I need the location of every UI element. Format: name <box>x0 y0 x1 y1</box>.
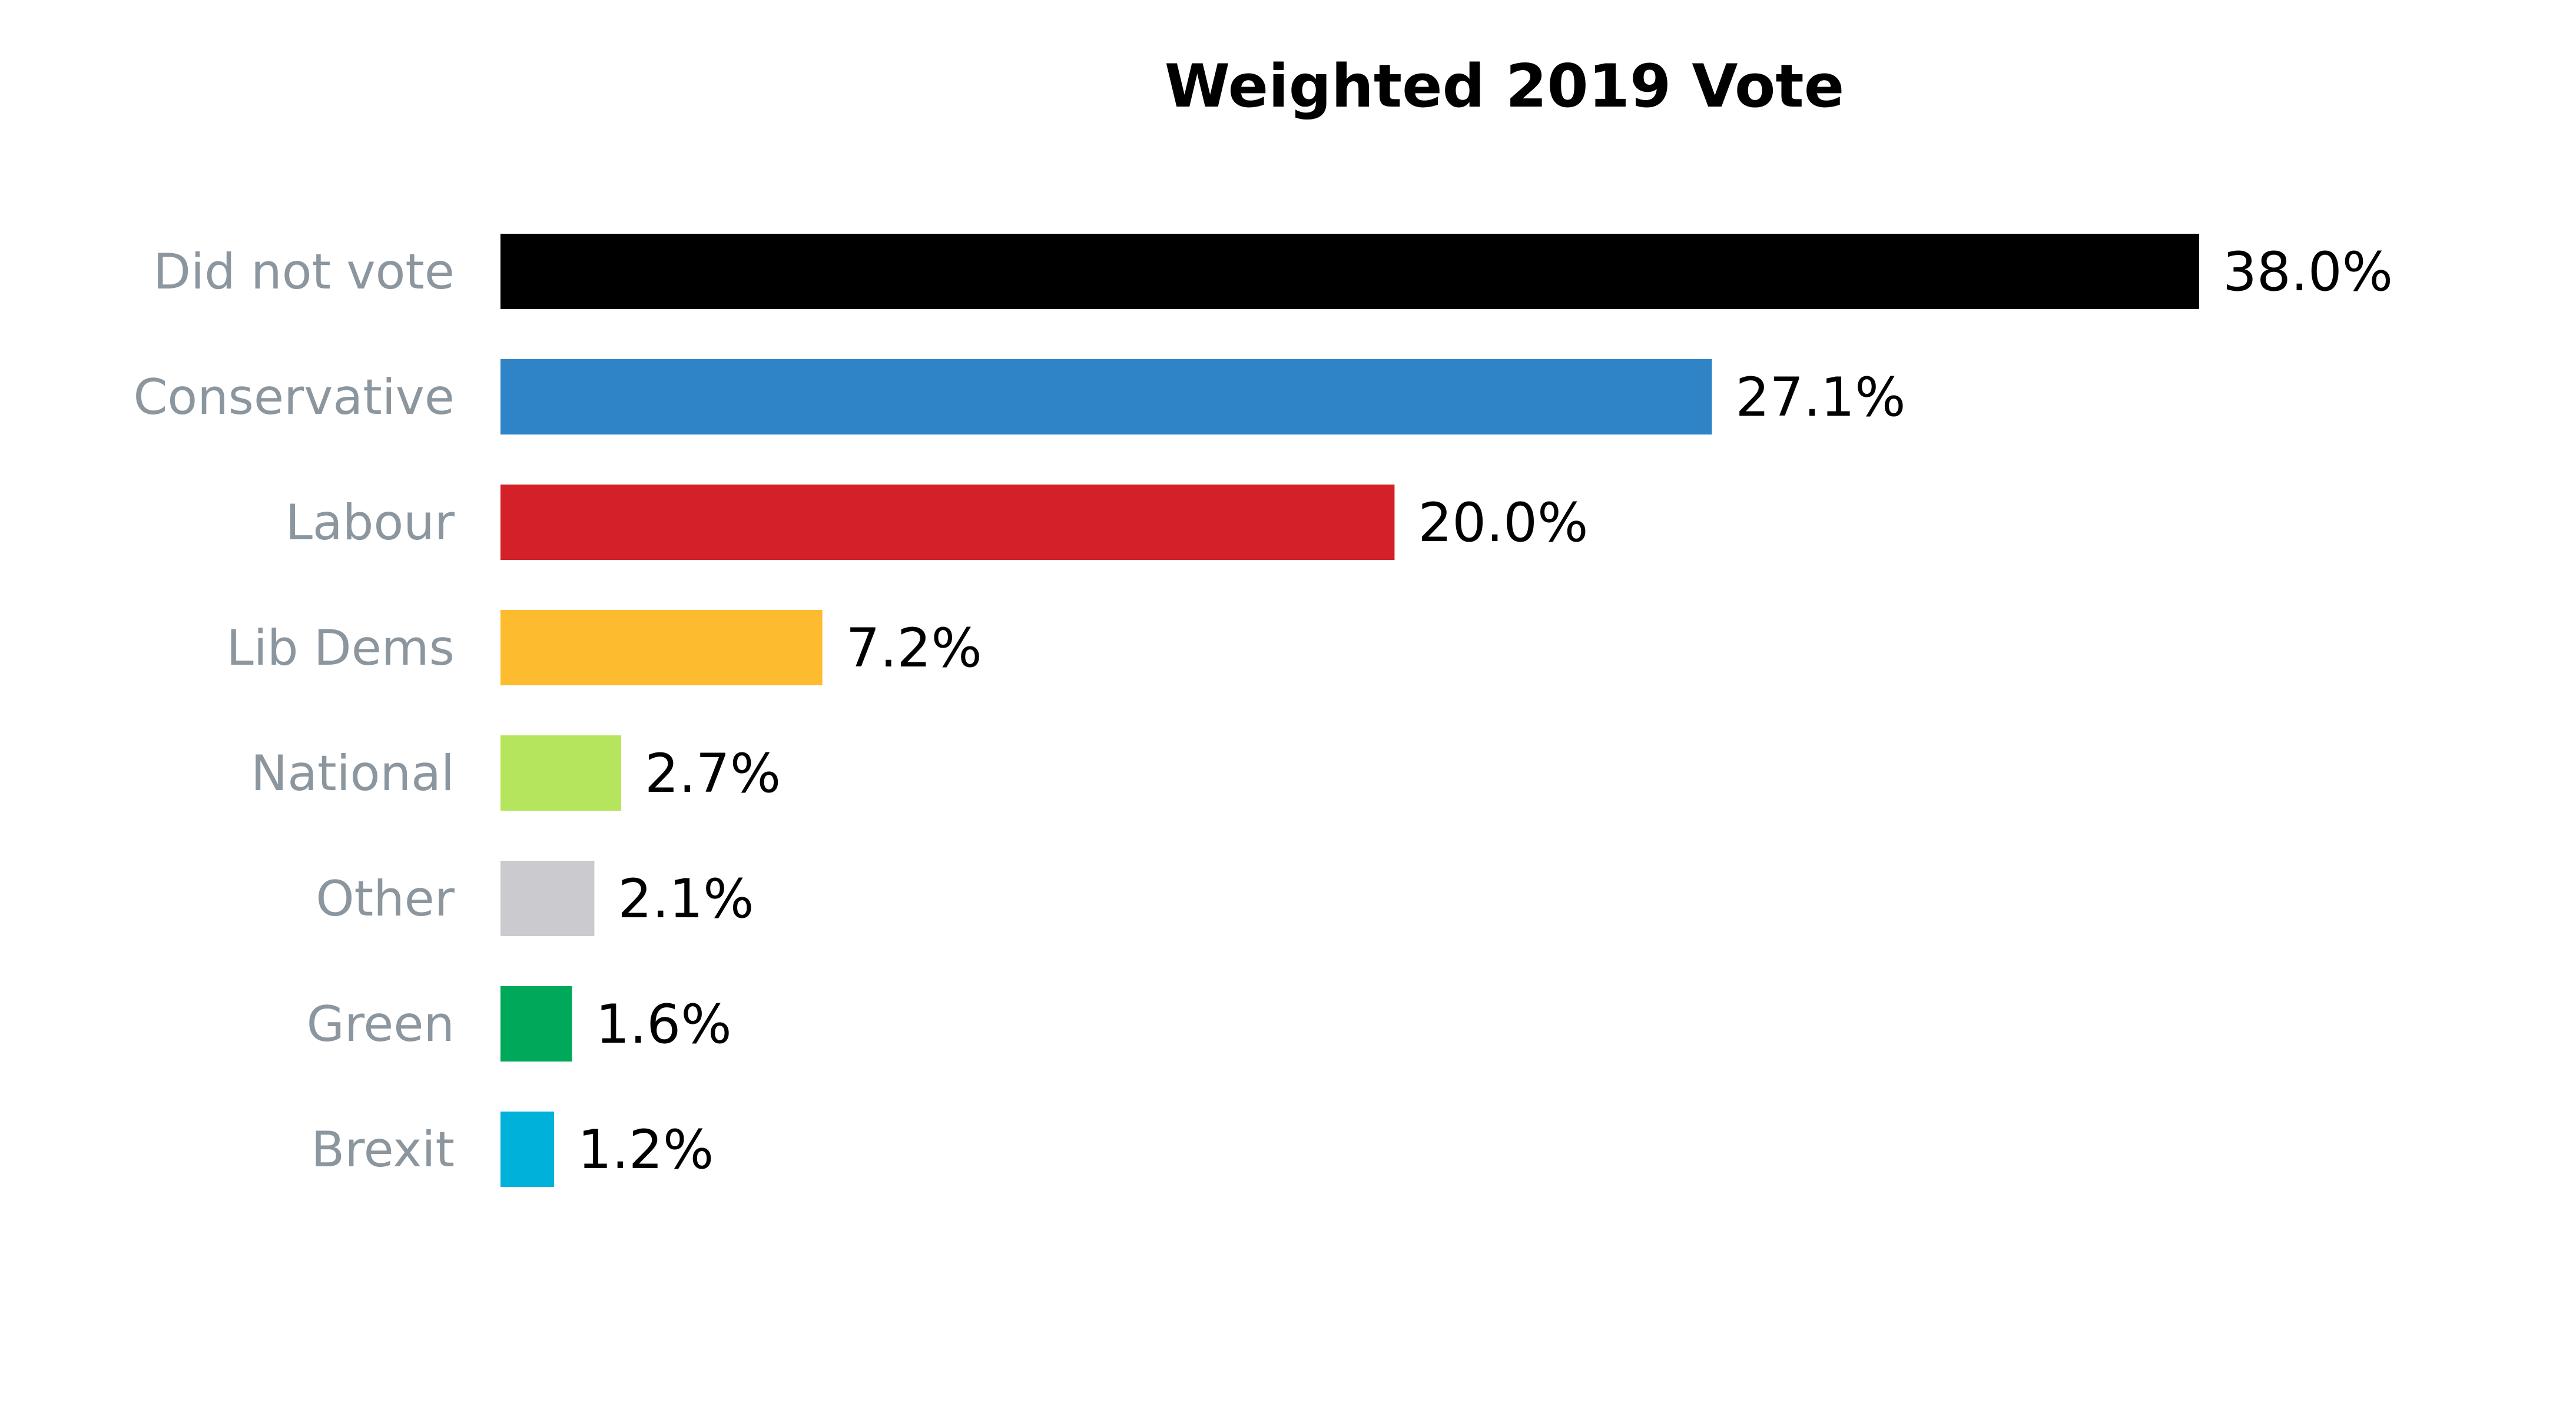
bar <box>500 1112 555 1187</box>
value-label: 20.0% <box>1418 492 1588 554</box>
value-label: 1.2% <box>578 1119 714 1181</box>
category-label: Conservative <box>133 369 455 426</box>
chart-title: Weighted 2019 Vote <box>1165 51 1844 121</box>
value-label: 7.2% <box>846 618 982 679</box>
bar <box>500 359 1712 434</box>
bar <box>500 735 621 811</box>
bar <box>500 485 1395 560</box>
value-label: 38.0% <box>2223 241 2393 303</box>
category-label: Other <box>316 870 455 927</box>
bars-layer: Did not vote 38.0% Conservative 27.1% Labour… <box>133 234 2393 1187</box>
bar <box>500 986 572 1062</box>
bar <box>500 234 2199 309</box>
category-label: Lib Dems <box>227 619 455 676</box>
category-label: Did not vote <box>153 243 455 300</box>
value-label: 2.1% <box>618 868 754 930</box>
category-label: Green <box>307 996 455 1053</box>
bar <box>500 861 595 936</box>
category-label: Labour <box>286 494 455 551</box>
bar <box>500 610 823 685</box>
category-label: Brexit <box>311 1121 455 1178</box>
value-label: 2.7% <box>645 743 781 805</box>
value-label: 27.1% <box>1735 367 1905 429</box>
value-label: 1.6% <box>595 994 731 1056</box>
category-label: National <box>251 745 455 802</box>
